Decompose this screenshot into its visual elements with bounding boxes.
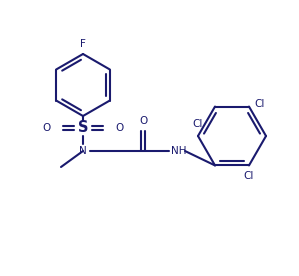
Text: F: F [80, 39, 86, 49]
Text: O: O [115, 123, 123, 133]
Text: NH: NH [171, 146, 187, 156]
Text: Cl: Cl [244, 171, 254, 181]
Text: O: O [139, 116, 147, 126]
Text: O: O [43, 123, 51, 133]
Text: Cl: Cl [193, 119, 203, 129]
Text: N: N [79, 146, 87, 156]
Text: Cl: Cl [254, 99, 264, 108]
Text: S: S [78, 121, 88, 136]
